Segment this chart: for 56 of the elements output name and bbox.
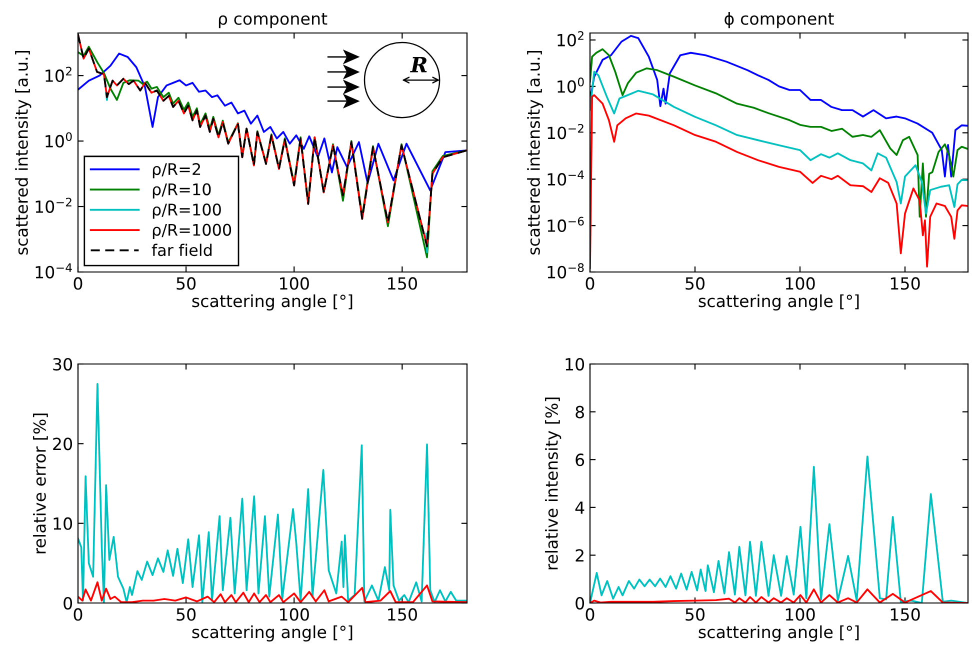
x-axis-title: scattering angle [°]: [192, 625, 352, 642]
y-tick-label: 10$^{0}$: [46, 132, 72, 148]
x-tick-label: 150: [388, 608, 417, 621]
x-axis-title: scattering angle [°]: [192, 294, 352, 311]
line-series: [590, 48, 968, 218]
x-tick-label: 150: [890, 277, 920, 290]
legend-label: ρ/R=10: [152, 183, 211, 198]
y-tick-label: 10$^{−4}$: [36, 263, 72, 278]
x-tick-label: 0: [586, 608, 594, 621]
y-tick-label: 20: [53, 438, 72, 450]
x-tick-label: 100: [280, 277, 309, 290]
y-tick-label: 30: [53, 358, 72, 371]
x-tick-label: 0: [74, 277, 82, 290]
y-axis-title: scattered intensity [a.u.]: [15, 50, 32, 255]
x-tick-label: 100: [786, 608, 815, 621]
y-tick-label: 10$^{2}$: [46, 66, 72, 82]
y-tick-label: 10$^{−2}$: [548, 124, 584, 140]
y-tick-label: 10$^{−6}$: [548, 216, 584, 232]
chart-title: ρ component: [218, 12, 328, 28]
x-axis-title: scattering angle [°]: [698, 294, 859, 311]
line-series: [590, 70, 968, 214]
x-tick-label: 150: [388, 277, 417, 290]
chart-title: ϕ component: [724, 12, 834, 28]
y-tick-label: 0: [64, 596, 72, 610]
line-series: [590, 34, 968, 178]
y-tick-label: 10$^{0}$: [558, 78, 584, 93]
y-tick-label: 10$^{2}$: [558, 31, 584, 46]
y-tick-label: 10$^{−4}$: [548, 170, 584, 186]
y-tick-label: 10$^{−2}$: [36, 198, 72, 213]
x-tick-label: 50: [686, 277, 704, 290]
x-tick-label: 50: [176, 608, 196, 621]
y-axis-title: scattered intensity [a.u.]: [527, 50, 544, 255]
y-tick-label: 10: [566, 358, 584, 371]
y-tick-label: 10$^{−8}$: [548, 263, 584, 278]
y-tick-label: 8: [576, 406, 584, 418]
y-tick-label: 10: [54, 517, 72, 530]
legend-label: ρ/R=1000: [152, 224, 232, 239]
y-tick-label: 4: [575, 502, 584, 514]
y-tick-label: 0: [576, 596, 584, 610]
x-tick-label: 100: [786, 277, 815, 290]
y-tick-label: 2: [576, 549, 584, 562]
x-tick-label: 150: [890, 608, 920, 621]
x-tick-label: 0: [74, 608, 82, 621]
x-tick-label: 50: [686, 608, 704, 621]
y-tick-label: 6: [576, 454, 584, 466]
x-tick-label: 0: [586, 277, 594, 290]
x-axis-title: scattering angle [°]: [698, 625, 859, 642]
legend-label: ρ/R=100: [152, 204, 221, 219]
annotation: R: [410, 57, 427, 72]
x-tick-label: 100: [280, 608, 309, 621]
legend-label: ρ/R=2: [152, 163, 200, 178]
legend-label: far field: [152, 244, 212, 256]
y-axis-title: relative intensity [%]: [545, 398, 562, 570]
y-axis-title: relative error [%]: [33, 414, 48, 554]
line-series: [590, 94, 968, 269]
x-tick-label: 50: [176, 277, 196, 290]
